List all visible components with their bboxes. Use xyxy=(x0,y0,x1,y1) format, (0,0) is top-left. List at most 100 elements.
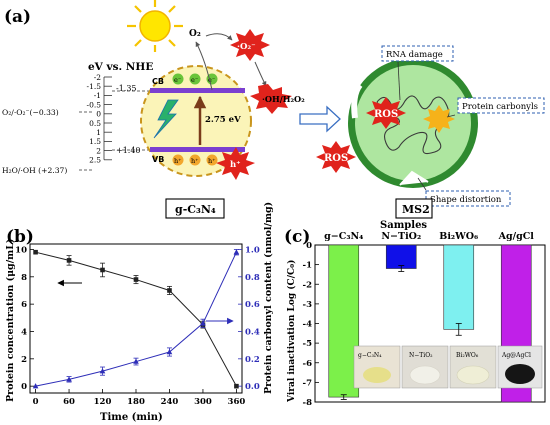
category-label-c: N−TiO₂ xyxy=(381,231,421,242)
y-tick-label-c: -6 xyxy=(303,359,313,369)
ms2-interior xyxy=(355,65,471,181)
data-point-b xyxy=(200,320,206,326)
y-tick-label-left-b: 2 xyxy=(21,355,27,365)
powder-gcn xyxy=(363,367,391,383)
electron-label: e⁻ xyxy=(191,76,198,84)
hole-label: h⁺ xyxy=(174,157,182,165)
o2-label: O₂ xyxy=(189,29,201,39)
y-tick-label-left-b: 0 xyxy=(21,382,27,392)
y-tick-label-left-b: 6 xyxy=(21,300,27,310)
powder-bi2wo6 xyxy=(456,365,490,385)
ros-outside-label: ROS xyxy=(324,153,348,164)
data-point-b xyxy=(234,383,239,389)
category-label-c: Bi₂WO₆ xyxy=(439,231,478,242)
series-b xyxy=(32,249,240,389)
electron-label: e⁻ xyxy=(174,76,181,84)
bar-c xyxy=(443,244,475,330)
y-tick-label-c: -5 xyxy=(303,339,313,349)
vb-label: VB xyxy=(152,155,164,164)
x-tick-label-b: 240 xyxy=(161,397,179,407)
category-label-c: g−C₃N₄ xyxy=(324,231,363,242)
data-point-b xyxy=(32,383,39,389)
energy-tick-label: -0.5 xyxy=(87,100,102,109)
energy-tick-label: -1 xyxy=(94,91,101,100)
cb-potential-label: -1.35 xyxy=(116,84,137,93)
panel-c: (c) Samples 0 -1 -2 -3 -4 -5 -6 -7 -8 g−C₃N₄ N−TiO… xyxy=(284,220,546,408)
virus-label: MS2 xyxy=(402,203,430,216)
x-tick-label-b: 120 xyxy=(94,397,112,407)
y-tick-label-left-b: 4 xyxy=(21,327,27,337)
panel-c-label: (c) xyxy=(284,227,310,247)
energy-tick-label: -1.5 xyxy=(87,82,102,91)
hole-label: h⁺ xyxy=(191,157,199,165)
electron-transfer-arrow xyxy=(195,41,213,91)
panel-b: (b) 0 60 120 180 240 300 360 0 2 4 6 8 10 0.0 0.2 0.4 0.… xyxy=(5,202,274,423)
x-tick-label-b: 0 xyxy=(33,397,39,407)
rna-damage-callout: RNA damage xyxy=(381,45,454,101)
powder-agagcl xyxy=(505,364,535,384)
y-axis-left-label-b: Protein concentration (μg/mL) xyxy=(5,239,16,402)
data-point-b xyxy=(166,348,173,355)
lightning-icon xyxy=(153,99,179,139)
dashed-guides xyxy=(79,90,150,171)
conduction-band xyxy=(150,88,245,93)
y-axis-label-c: Viral inactivation Log (C/C₀) xyxy=(286,260,297,403)
energy-tick-label: 2.5 xyxy=(89,156,101,165)
category-label-c: Ag/gCl xyxy=(498,231,535,242)
panel-b-label: (b) xyxy=(6,227,34,247)
panel-a-label: (a) xyxy=(4,7,31,27)
superoxide-to-oh-arrow xyxy=(254,61,267,87)
protein-carbonyls-label: Protein carbonyls xyxy=(462,102,538,112)
material-label-box xyxy=(165,198,225,219)
energy-tick-label: -2 xyxy=(94,73,102,82)
y-tick-label-c: 0 xyxy=(306,241,312,251)
valence-band xyxy=(150,147,245,152)
y-tick-label-left-b: 10 xyxy=(15,245,27,255)
band-gap-label: 2.75 eV xyxy=(205,115,241,125)
chart-title-c: Samples xyxy=(380,220,427,231)
o2-redox-level: O₂/·O₂⁻(−0.33) xyxy=(2,108,59,117)
series-line-b xyxy=(35,251,237,387)
oh-burst-icon xyxy=(250,84,292,114)
electron-label: e⁻ xyxy=(208,76,215,84)
powder-ntio2 xyxy=(409,365,441,385)
data-point-b xyxy=(233,249,240,255)
y-tick-label-c: -1 xyxy=(303,261,313,271)
photo-label: g−C₃N₄ xyxy=(358,352,382,359)
x-tick-label-b: 180 xyxy=(127,397,145,407)
rna-damage-label: RNA damage xyxy=(386,50,443,60)
y-tick-label-right-b: 0.6 xyxy=(245,300,260,310)
energy-tick-label: 1 xyxy=(96,128,101,137)
material-label: g-C₃N₄ xyxy=(175,203,216,216)
sun-icon xyxy=(127,0,183,52)
y-tick-label-c: -2 xyxy=(303,280,313,290)
data-point-b xyxy=(133,358,139,364)
y-tick-label-right-b: 0.4 xyxy=(245,327,260,337)
y-tick-label-c: -7 xyxy=(303,378,313,388)
sample-photos: g−C₃N₄ N−TiO₂ Bi₂WO₆ Ag@AgCl xyxy=(353,345,543,389)
transfer-arrow-icon xyxy=(299,105,341,133)
photo-label: N−TiO₂ xyxy=(409,352,433,359)
y-tick-label-c: -8 xyxy=(303,398,313,408)
y-tick-label-right-b: 1.0 xyxy=(245,245,260,255)
superoxide-label: ·O₂⁻ xyxy=(237,42,256,52)
ros-burst-icon xyxy=(366,97,406,129)
superoxide-burst-icon xyxy=(230,29,270,61)
protein-carbonyls-callout: Protein carbonyls xyxy=(446,97,545,118)
virus-label-box xyxy=(395,198,433,219)
panel-a: (a) eV vs. NHE -2-1.5-1-0.500.511.522.5 … xyxy=(2,0,545,219)
capsid-notch xyxy=(399,170,429,186)
x-tick-label-b: 360 xyxy=(228,397,246,407)
plot-frame-b xyxy=(29,243,243,394)
data-point-b xyxy=(99,368,106,374)
y-tick-label-c: -4 xyxy=(303,320,313,330)
vb-potential-label: +1.40 xyxy=(116,146,141,155)
y-tick-label-c: -3 xyxy=(303,300,313,310)
h2o-redox-level: H₂O/·OH (+2.37) xyxy=(2,166,67,175)
y-tick-label-right-b: 0.8 xyxy=(245,273,260,283)
data-point-b xyxy=(100,267,105,273)
capsid-gap xyxy=(351,83,363,119)
photo-label: Ag@AgCl xyxy=(501,352,531,359)
energy-tick-label: 0 xyxy=(96,110,101,119)
y-axis-right-label-b: Protein carbonyl content (nmol/mg) xyxy=(263,202,274,394)
